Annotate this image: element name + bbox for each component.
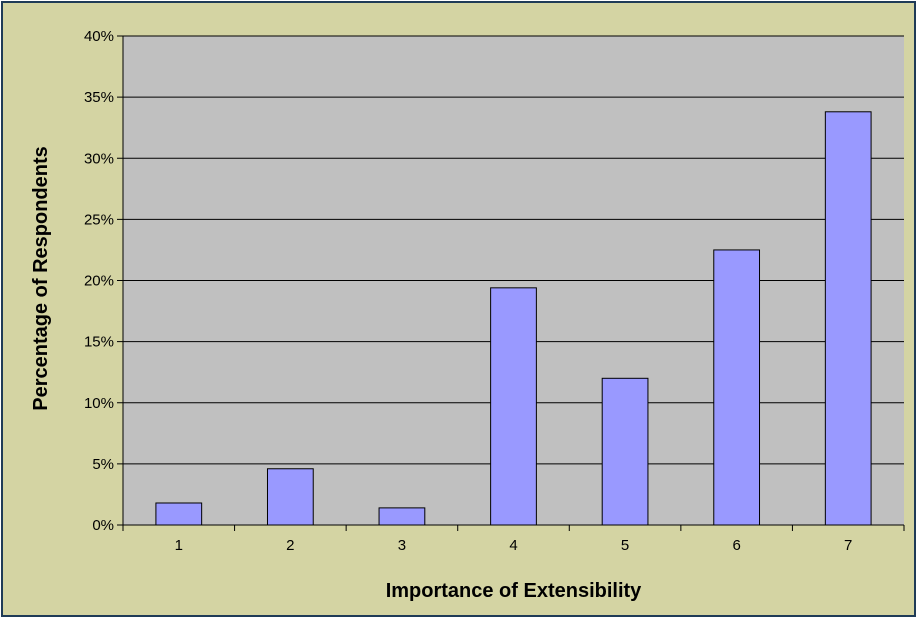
x-axis-title: Importance of Extensibility xyxy=(386,580,642,602)
y-tick-label: 15% xyxy=(84,334,114,351)
bar xyxy=(713,249,761,526)
bar xyxy=(490,287,537,526)
y-axis-title: Percentage of Respondents xyxy=(30,146,52,411)
x-tick-label: 7 xyxy=(844,537,852,554)
y-tick-label: 30% xyxy=(84,150,114,167)
x-tick-label: 6 xyxy=(732,537,740,554)
bar xyxy=(266,468,314,526)
bar xyxy=(155,502,203,526)
x-tick-label: 5 xyxy=(621,537,629,554)
y-tick-labels: 0% 5% 10% 15% 20% 25% 30% 35% 40% xyxy=(84,28,114,534)
x-tick-label: 3 xyxy=(398,537,406,554)
y-tick-label: 35% xyxy=(84,89,114,106)
x-tick-label: 1 xyxy=(175,537,183,554)
x-tick-labels: 1 2 3 4 5 6 7 xyxy=(175,537,853,554)
y-tick-label: 20% xyxy=(84,273,114,290)
y-tick-label: 0% xyxy=(92,517,114,534)
x-tick-label: 4 xyxy=(509,537,517,554)
bars xyxy=(155,111,872,526)
bar xyxy=(378,507,426,526)
bar xyxy=(601,377,649,526)
x-tick-label: 2 xyxy=(286,537,294,554)
y-tick-label: 25% xyxy=(84,211,114,228)
y-tick-label: 40% xyxy=(84,28,114,45)
bar xyxy=(824,111,872,526)
y-tick-label: 10% xyxy=(84,395,114,412)
y-tick-label: 5% xyxy=(92,456,114,473)
axes xyxy=(117,35,905,531)
